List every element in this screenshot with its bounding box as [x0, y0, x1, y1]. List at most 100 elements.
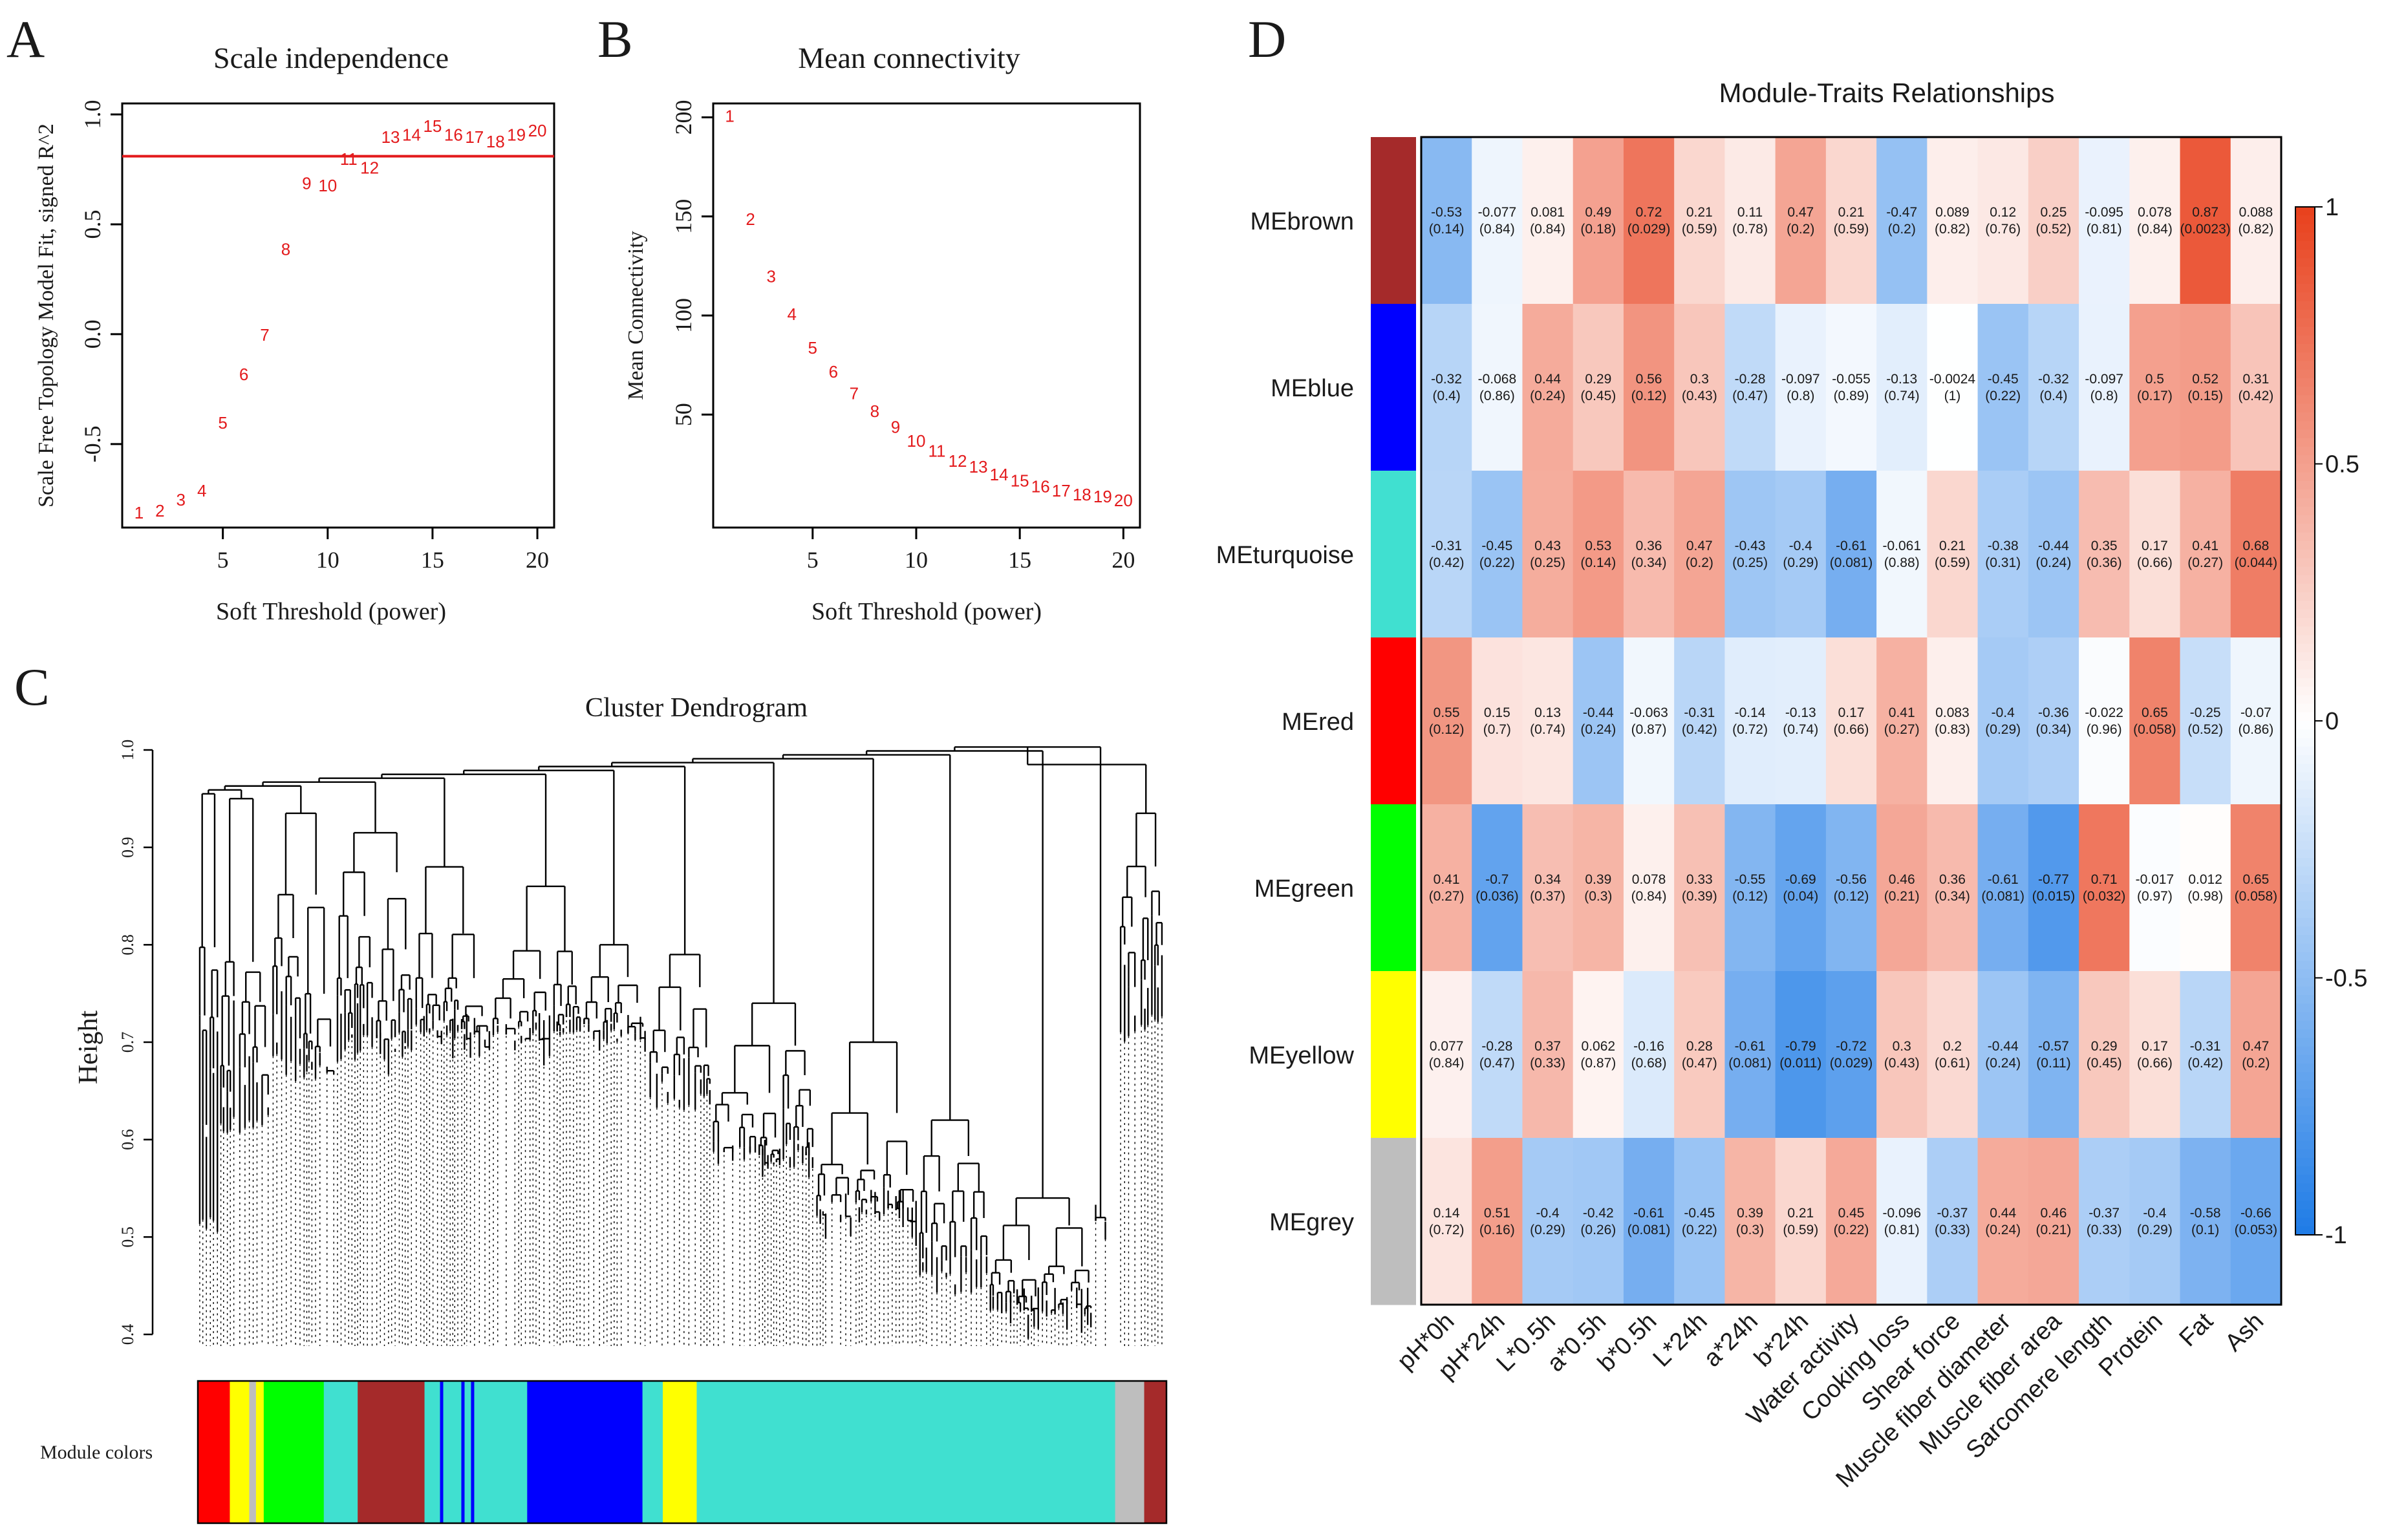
colorbar-step: [2295, 1217, 2315, 1227]
heatmap-cell: [1623, 471, 1675, 638]
heatmap-cell: [1876, 137, 1928, 305]
cell-pvalue: (0.42): [2187, 1056, 2223, 1071]
cell-pvalue: (0.8): [1787, 389, 1814, 403]
colorbar-step: [2295, 1038, 2315, 1047]
cell-pvalue: (0.33): [2087, 1223, 2122, 1237]
cell-pvalue: (0.31): [1985, 555, 2021, 570]
cell-correlation: -0.61: [1988, 872, 2019, 887]
cell-correlation: 0.36: [1939, 872, 1966, 887]
cell-pvalue: (0.27): [1429, 889, 1465, 904]
module-color-turquoise: [642, 1381, 663, 1523]
heatmap-cell: [2180, 971, 2231, 1139]
colorbar-step: [2295, 584, 2315, 594]
cell-correlation: 0.44: [1990, 1206, 2016, 1221]
cell-correlation: 0.078: [1632, 872, 1666, 887]
panel-b-point-3: 3: [766, 267, 775, 286]
colorbar-step: [2295, 798, 2315, 807]
cell-correlation: 0.45: [1838, 1206, 1865, 1221]
cell-pvalue: (0.8): [2090, 389, 2118, 403]
cell-correlation: 0.46: [1889, 872, 1915, 887]
panel-b-xtick-label: 20: [1111, 547, 1135, 573]
cell-correlation: -0.068: [1478, 372, 1517, 387]
cell-correlation: 0.062: [1582, 1039, 1616, 1054]
cell-pvalue: (0.29): [1985, 722, 2021, 737]
cell-correlation: 0.21: [1939, 539, 1966, 553]
heatmap-cell: [1775, 804, 1827, 972]
cell-pvalue: (0.76): [1985, 222, 2021, 237]
cell-correlation: -0.32: [1431, 372, 1462, 387]
colorbar-step: [2295, 575, 2315, 584]
heatmap-cell: [1522, 1138, 1574, 1305]
cell-pvalue: (0.72): [1732, 722, 1768, 737]
heatmap-cell: [1927, 804, 1979, 972]
heatmap-cell: [1623, 304, 1675, 471]
colorbar-step: [2295, 1157, 2315, 1167]
cell-correlation: 0.21: [1787, 1206, 1814, 1221]
heatmap-cell: [2079, 971, 2130, 1139]
colorbar-step: [2295, 995, 2315, 1005]
colorbar-step: [2295, 643, 2315, 653]
colorbar-step: [2295, 917, 2315, 927]
cell-correlation: 0.47: [1686, 539, 1713, 553]
colorbar-step: [2295, 687, 2315, 696]
cell-pvalue: (0.72): [1429, 1223, 1465, 1237]
cell-pvalue: (0.16): [1479, 1223, 1515, 1237]
cell-pvalue: (0.43): [1884, 1056, 1920, 1071]
module-stripe-blue: [471, 1381, 475, 1523]
colorbar-step: [2295, 395, 2315, 405]
heatmap-cell: [1522, 304, 1574, 471]
colorbar-step: [2295, 1072, 2315, 1082]
cell-correlation: -0.4: [1992, 705, 2015, 720]
colorbar-step: [2295, 387, 2315, 396]
cell-pvalue: (0.081): [1627, 1223, 1671, 1237]
colorbar-step: [2295, 566, 2315, 576]
colorbar-step: [2295, 635, 2315, 645]
cell-pvalue: (0.84): [1479, 222, 1515, 237]
colorbar-step: [2295, 352, 2315, 362]
cell-correlation: -0.61: [1836, 539, 1867, 553]
colorbar-step: [2295, 524, 2315, 533]
colorbar-step: [2295, 344, 2315, 354]
heatmap-cell: [1927, 304, 1979, 471]
cell-pvalue: (0.015): [2032, 889, 2076, 904]
cell-pvalue: (0.27): [2187, 555, 2223, 570]
colorbar-step: [2295, 241, 2315, 251]
cell-pvalue: (0.4): [1433, 389, 1461, 403]
colorbar-step: [2295, 1149, 2315, 1159]
colorbar-step: [2295, 1012, 2315, 1021]
cell-correlation: 0.17: [2142, 1039, 2168, 1054]
heatmap-cell: [1775, 304, 1827, 471]
heatmap-cell: [1977, 637, 2029, 805]
panel-c-cluster-dendrogram: Cluster Dendrogram Height 0.4 0.5 0.6 0.7 0.…: [40, 693, 1168, 1524]
panel-label-a: A: [6, 10, 45, 69]
column-label: a*24h: [1699, 1308, 1763, 1373]
cell-pvalue: (0.058): [2133, 722, 2176, 737]
cell-pvalue: (0.34): [2036, 722, 2072, 737]
cell-correlation: 0.39: [1585, 872, 1611, 887]
colorbar-step: [2295, 943, 2315, 953]
colorbar-step: [2295, 481, 2315, 491]
panel-a-xtick-label: 15: [421, 547, 444, 573]
colorbar-step: [2295, 840, 2315, 850]
cell-correlation: -0.4: [2143, 1206, 2167, 1221]
colorbar-step: [2295, 652, 2315, 662]
colorbar-step: [2295, 506, 2315, 516]
row-color-MEturquoise: [1371, 471, 1416, 638]
heatmap-cell: [1573, 637, 1624, 805]
colorbar-step: [2295, 1029, 2315, 1039]
colorbar-step: [2295, 661, 2315, 670]
cell-pvalue: (0.17): [2137, 389, 2173, 403]
colorbar-step: [2295, 1166, 2315, 1176]
cell-pvalue: (0.78): [1732, 222, 1768, 237]
cell-correlation: 0.29: [1585, 372, 1611, 387]
colorbar-step: [2295, 1192, 2315, 1201]
panel-a-xtick-label: 5: [217, 547, 229, 573]
colorbar-step: [2295, 866, 2315, 876]
cell-correlation: 0.87: [2192, 205, 2218, 220]
colorbar-step: [2295, 780, 2315, 790]
panel-b-point-8: 8: [870, 401, 879, 421]
colorbar-step: [2295, 824, 2315, 833]
colorbar-step: [2295, 772, 2315, 782]
colorbar-step: [2295, 892, 2315, 902]
